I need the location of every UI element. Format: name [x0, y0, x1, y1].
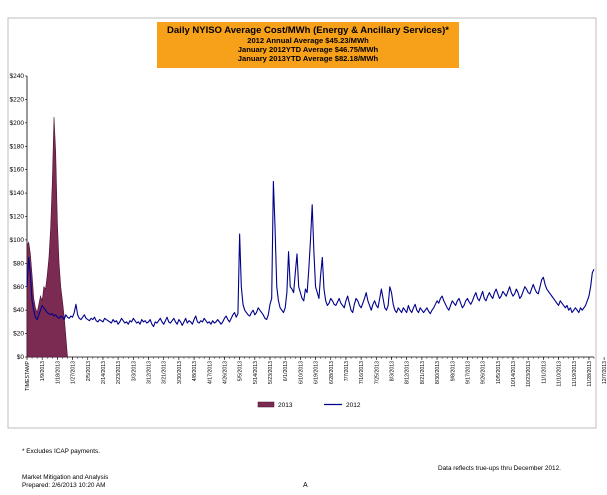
x-tick-label: 6/1/2013 — [283, 361, 289, 381]
x-axis: TIMESTAMP 1/9/2013 1/18/2013 1/27/2013 2/5/2… — [25, 356, 607, 391]
x-tick-label: 9/17/2013 — [465, 361, 471, 384]
y-tick-label: $80 — [13, 260, 24, 267]
x-tick-label: 7/25/2013 — [374, 361, 380, 384]
x-tick-label: 6/10/2013 — [298, 361, 304, 384]
x-tick-label: 5/14/2013 — [253, 361, 259, 384]
y-tick-label: $200 — [10, 120, 25, 127]
x-tick-label: 7/7/2013 — [344, 361, 350, 381]
x-tick-label: 8/12/2013 — [405, 361, 411, 384]
x-tick-label: 2/14/2013 — [101, 361, 107, 384]
legend-swatch-2013 — [257, 401, 275, 408]
x-tick-label: 5/23/2013 — [268, 361, 274, 384]
y-tick-label: $220 — [10, 96, 25, 103]
y-tick-label: $60 — [13, 284, 24, 291]
chart-frame — [7, 17, 597, 429]
x-tick-label: 1/27/2013 — [71, 361, 77, 384]
series-2013-area — [26, 116, 68, 358]
x-tick-label: 5/5/2013 — [238, 361, 244, 381]
y-tick-label: $140 — [10, 190, 25, 197]
x-tick-label: 10/14/2013 — [511, 361, 517, 387]
x-tick-label: TIMESTAMP — [25, 360, 31, 390]
chart-subtitle-1: 2012 Annual Average $45.23/MWh — [247, 36, 369, 45]
x-tick-label: 4/8/2013 — [192, 361, 198, 381]
y-tick-label: $40 — [13, 307, 24, 314]
y-axis: $0 $20 $40 $60 $80 $100 $120 $140 $160 $180 $200 $2… — [10, 73, 28, 361]
y-tick-label: $160 — [10, 167, 25, 174]
x-tick-label: 3/12/2013 — [147, 361, 153, 384]
footer-department: Market Mitigation and Analysis — [22, 474, 109, 481]
x-tick-label: 6/28/2013 — [329, 361, 335, 384]
x-tick-label: 10/23/2013 — [526, 361, 532, 387]
x-tick-label: 11/10/2013 — [557, 361, 563, 387]
x-tick-label: 6/19/2013 — [314, 361, 320, 384]
x-tick-label: 2/5/2013 — [86, 361, 92, 381]
y-tick-label: $240 — [10, 73, 25, 80]
x-tick-label: 4/17/2013 — [207, 361, 213, 384]
chart-subtitle-3: January 2013YTD Average $82.18/MWh — [237, 54, 379, 63]
legend: 2013 2012 — [257, 401, 361, 409]
footer-page: A — [303, 482, 308, 489]
x-tick-label: 12/7/2013 — [602, 361, 607, 384]
x-tick-label: 1/9/2013 — [40, 361, 46, 381]
legend-label-2013: 2013 — [278, 402, 293, 409]
footer-trueup: Data reflects true-ups thru December 201… — [438, 465, 561, 472]
footnote-icap: * Excludes ICAP payments. — [22, 448, 101, 455]
x-tick-label: 9/26/2013 — [481, 361, 487, 384]
plot-area — [26, 116, 595, 358]
x-tick-label: 11/28/2013 — [587, 361, 593, 387]
y-tick-label: $100 — [10, 237, 25, 244]
x-tick-label: 1/18/2013 — [55, 361, 61, 384]
x-tick-label: 3/3/2013 — [131, 361, 137, 381]
chart-title-box: Daily NYISO Average Cost/MWh (Energy & A… — [157, 22, 459, 68]
y-tick-label: $180 — [10, 143, 25, 150]
x-tick-label: 9/8/2013 — [450, 361, 456, 381]
x-tick-label: 3/30/2013 — [177, 361, 183, 384]
series-2012-line — [26, 180, 595, 328]
footer-prepared: Prepared: 2/6/2013 10:20 AM — [22, 482, 106, 489]
y-tick-label: $20 — [13, 331, 24, 338]
x-tick-label: 2/23/2013 — [116, 361, 122, 384]
x-tick-label: 8/21/2013 — [420, 361, 426, 384]
x-tick-label: 8/30/2013 — [435, 361, 441, 384]
x-tick-label: 11/19/2013 — [572, 361, 578, 387]
y-tick-label: $120 — [10, 214, 25, 221]
x-tick-label: 10/5/2013 — [496, 361, 502, 384]
x-tick-label: 3/21/2013 — [162, 361, 168, 384]
y-tick-label: $0 — [17, 354, 25, 361]
x-tick-label: 11/1/2013 — [541, 361, 547, 384]
x-tick-label: 7/16/2013 — [359, 361, 365, 384]
chart-title: Daily NYISO Average Cost/MWh (Energy & A… — [167, 25, 449, 36]
chart-subtitle-2: January 2012YTD Average $46.75/MWh — [237, 45, 379, 54]
x-tick-label: 4/26/2013 — [222, 361, 228, 384]
legend-label-2012: 2012 — [346, 402, 361, 409]
x-tick-label: 8/3/2013 — [390, 361, 396, 381]
